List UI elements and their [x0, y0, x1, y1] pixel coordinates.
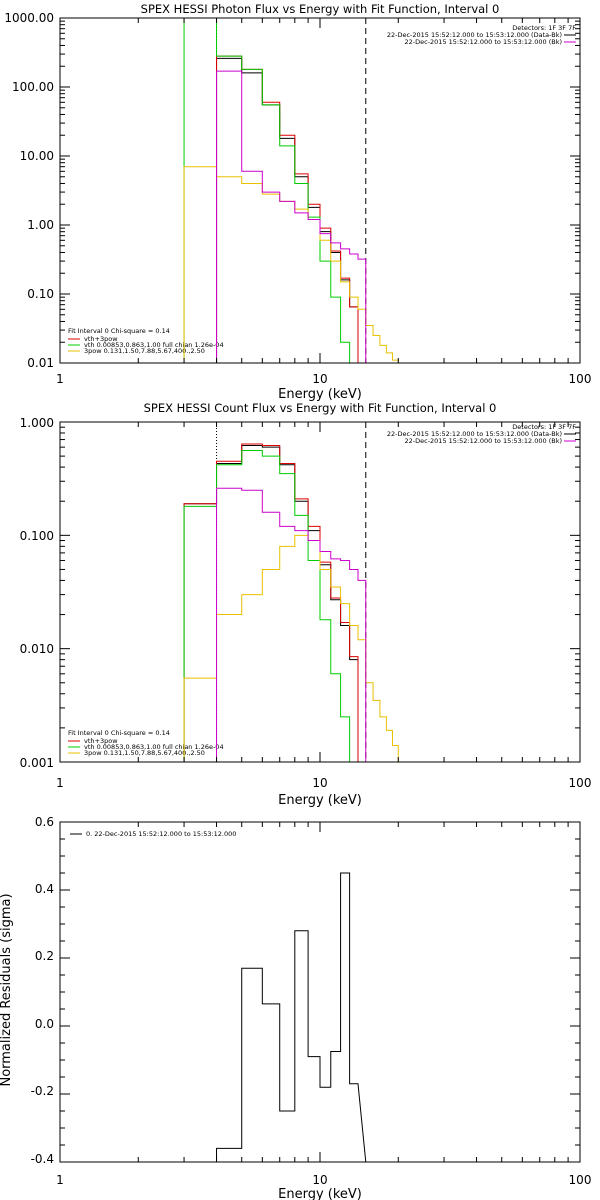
ytick-label: 0.6 [35, 815, 54, 829]
series-pow [183, 534, 399, 762]
series-data [216, 57, 366, 363]
xtick-label: 1 [56, 372, 64, 386]
ytick-label: 0.100 [20, 529, 54, 543]
plot-area-0 [59, 17, 581, 364]
fit-interval-text: Fit Interval 0 Chi-square = 0.14 [68, 327, 170, 335]
ytick-label: 0.01 [27, 356, 54, 370]
xtick-label: 100 [569, 1173, 592, 1187]
residuals-ylabel: Normalized Residuals (sigma) [0, 893, 14, 1086]
count-flux-panel: SPEX HESSI Count Flux vs Energy with Fit… [20, 401, 592, 808]
residuals-panel: Normalized Residuals (sigma) Energy (keV… [0, 815, 591, 1200]
count-flux-title: SPEX HESSI Count Flux vs Energy with Fit… [144, 401, 497, 415]
legend-entry-bk: 22-Dec-2015 15:52:12.000 to 15:53:12.000… [405, 437, 563, 445]
ytick-label: 1.00 [27, 218, 54, 232]
legend-header: Detectors: 1F 3F 7F [512, 423, 576, 431]
photon-flux-panel: SPEX HESSI Photon Flux vs Energy with Fi… [4, 2, 591, 402]
legend-entry-vth: vth 0.00853,0.863,1.00 full chian 1.26e-… [84, 743, 224, 751]
residuals-legend: 0. 22-Dec-2015 15:52:12.000 to 15:53:12.… [70, 830, 236, 838]
residuals-xlabel: Energy (keV) [278, 1187, 362, 1200]
legend-header: Detectors: 1F 3F 7F [512, 24, 576, 32]
count-flux-xtick-labels: 1 10 100 [56, 776, 591, 790]
series-bk [216, 487, 367, 762]
photon-flux-legend-topright: Detectors: 1F 3F 7F 22-Dec-2015 15:52:12… [387, 24, 576, 46]
xtick-label: 10 [312, 1173, 327, 1187]
legend-entry-vth: vth 0.00853,0.863,1.00 full chian 1.26e-… [84, 341, 224, 349]
fit-interval-text: Fit Interval 0 Chi-square = 0.14 [68, 729, 170, 737]
xtick-label: 1 [56, 1173, 64, 1187]
ytick-label: -0.4 [31, 1152, 54, 1166]
photon-flux-title: SPEX HESSI Photon Flux vs Energy with Fi… [141, 2, 500, 16]
series-total [183, 443, 366, 762]
photon-flux-legend-bottomleft: Fit Interval 0 Chi-square = 0.14 vth+3po… [68, 327, 224, 355]
ytick-label: 0.4 [35, 882, 54, 896]
ytick-label: 0.10 [27, 287, 54, 301]
ytick-label: 0.001 [20, 756, 54, 770]
series-residuals [216, 872, 367, 1162]
plot-area-2 [59, 821, 581, 1163]
xtick-label: 10 [312, 776, 327, 790]
series-data [183, 445, 366, 762]
legend-entry-data-bk: 22-Dec-2015 15:52:12.000 to 15:53:12.000… [387, 31, 562, 39]
series-bk [216, 70, 367, 363]
series-total [216, 55, 366, 363]
series-vth [183, 18, 366, 363]
ytick-label: 0.2 [35, 949, 54, 963]
series-vth [183, 450, 366, 762]
series-group [183, 18, 399, 363]
count-flux-ytick-labels: 1.000 0.100 0.010 0.001 [20, 416, 54, 770]
legend-entry-pow: 3pow 0.131,1.50,7.88,5.67,400.,2.50 [84, 749, 205, 757]
photon-flux-xlabel: Energy (keV) [278, 387, 362, 402]
xtick-label: 100 [569, 776, 592, 790]
axis-frame [59, 821, 581, 1163]
photon-flux-xtick-labels: 1 10 100 [56, 372, 591, 386]
ytick-label: 1.000 [20, 416, 54, 430]
legend-entry-pow: 3pow 0.131,1.50,7.88,5.67,400.,2.50 [84, 347, 205, 355]
residuals-ytick-labels: 0.6 0.4 0.2 0.0 -0.2 -0.4 [31, 815, 54, 1166]
legend-entry-residuals: 0. 22-Dec-2015 15:52:12.000 to 15:53:12.… [86, 830, 236, 838]
count-flux-xlabel: Energy (keV) [278, 793, 362, 808]
ytick-label: 0.010 [20, 642, 54, 656]
legend-entry-data-bk: 22-Dec-2015 15:52:12.000 to 15:53:12.000… [387, 430, 562, 438]
series-pow [183, 166, 399, 363]
count-flux-legend-bottomleft: Fit Interval 0 Chi-square = 0.14 vth+3po… [68, 729, 224, 757]
legend-entry-total: vth+3pow [84, 335, 118, 343]
ytick-label: -0.2 [31, 1084, 54, 1098]
xtick-label: 100 [569, 372, 592, 386]
legend-entry-bk: 22-Dec-2015 15:52:12.000 to 15:53:12.000… [405, 38, 563, 46]
xtick-label: 10 [312, 372, 327, 386]
ytick-label: 1000.00 [4, 11, 54, 25]
ytick-label: 10.00 [20, 149, 54, 163]
residuals-xtick-labels: 1 10 100 [56, 1173, 591, 1187]
photon-flux-ytick-labels: 1000.00 100.00 10.00 1.00 0.10 0.01 [4, 11, 54, 370]
xtick-label: 1 [56, 776, 64, 790]
legend-entry-total: vth+3pow [84, 737, 118, 745]
axis-frame [59, 17, 581, 364]
ytick-label: 0.0 [35, 1017, 54, 1031]
series-group [183, 422, 399, 762]
plot-area-1 [59, 421, 581, 763]
ytick-label: 100.00 [12, 80, 54, 94]
count-flux-legend-topright: Detectors: 1F 3F 7F 22-Dec-2015 15:52:12… [387, 423, 576, 445]
series-group [216, 872, 367, 1162]
